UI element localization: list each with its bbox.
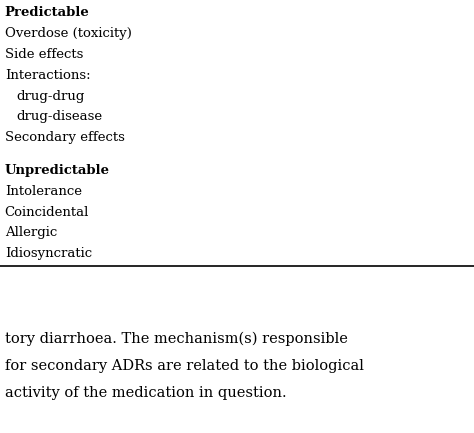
Text: tory diarrhoea. The mechanism(s) responsible: tory diarrhoea. The mechanism(s) respons… <box>5 331 347 346</box>
Text: drug-disease: drug-disease <box>17 110 103 123</box>
Text: Intolerance: Intolerance <box>5 185 82 198</box>
Text: Overdose (toxicity): Overdose (toxicity) <box>5 27 132 40</box>
Text: Unpredictable: Unpredictable <box>5 164 110 177</box>
Text: Coincidental: Coincidental <box>5 206 89 219</box>
Text: Predictable: Predictable <box>5 6 90 19</box>
Text: Secondary effects: Secondary effects <box>5 131 125 144</box>
Text: Allergic: Allergic <box>5 226 57 239</box>
Text: activity of the medication in question.: activity of the medication in question. <box>5 386 286 400</box>
Text: Idiosyncratic: Idiosyncratic <box>5 247 92 260</box>
Text: drug-drug: drug-drug <box>17 90 85 103</box>
Text: Side effects: Side effects <box>5 48 83 61</box>
Text: Interactions:: Interactions: <box>5 69 91 82</box>
Text: for secondary ADRs are related to the biological: for secondary ADRs are related to the bi… <box>5 359 364 372</box>
